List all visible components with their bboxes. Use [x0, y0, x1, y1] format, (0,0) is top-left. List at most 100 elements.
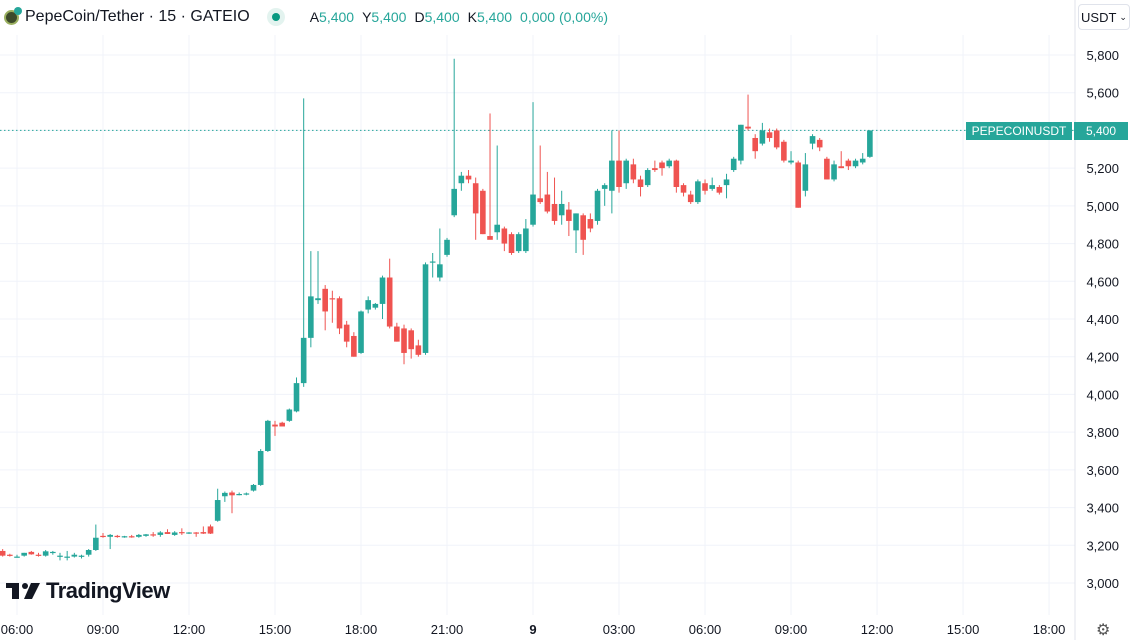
candle-up — [759, 130, 766, 144]
candle-up — [243, 493, 250, 495]
candle-up — [186, 532, 192, 534]
candle-up — [315, 298, 321, 301]
candle-down — [544, 194, 551, 212]
candle-down — [745, 126, 751, 129]
candle-up — [143, 534, 149, 536]
candle-up — [50, 551, 56, 554]
candle-up — [171, 532, 178, 535]
x-tick-label: 06:00 — [689, 622, 722, 637]
tradingview-watermark[interactable]: TradingView — [6, 578, 170, 604]
candle-down — [114, 535, 121, 538]
candle-up — [738, 124, 744, 161]
currency-select[interactable]: USDT ⌄ — [1078, 4, 1130, 30]
candle-up — [609, 160, 615, 191]
candle-down — [680, 185, 687, 193]
y-tick-label: 3,200 — [1086, 538, 1119, 553]
symbol-title[interactable]: PepeCoin/Tether · 15 · GATEIO — [25, 8, 250, 25]
candle-up — [42, 551, 49, 556]
candle-up — [558, 203, 565, 216]
candle-up — [379, 277, 386, 304]
candle-down — [200, 532, 207, 534]
candle-up — [236, 493, 242, 496]
candle-down — [838, 166, 845, 169]
candle-down — [687, 194, 694, 203]
candle-up — [107, 534, 113, 537]
candle-up — [458, 175, 465, 184]
candle-up — [265, 420, 271, 451]
candle-up — [64, 556, 70, 558]
candle-down — [28, 551, 35, 555]
change-value: 0,000 (0,00%) — [520, 9, 608, 25]
candle-down — [587, 219, 594, 229]
y-tick-label: 5,200 — [1086, 161, 1119, 176]
candle-up — [494, 224, 500, 233]
candle-down — [179, 532, 185, 534]
candle-down — [408, 330, 414, 350]
y-tick-label: 4,600 — [1086, 274, 1119, 289]
ohlc-values: A 5,400 Y 5,400 D 5,400 K 5,400 — [302, 9, 512, 25]
candle-down — [824, 158, 830, 180]
y-tick-label: 3,600 — [1086, 463, 1119, 478]
candle-up — [530, 194, 536, 225]
candle-up — [93, 537, 99, 550]
x-tick-label: 15:00 — [259, 622, 292, 637]
x-tick-label: 21:00 — [431, 622, 464, 637]
legend-header: PepeCoin/Tether · 15 · GATEIO A 5,400 Y 5,… — [4, 6, 608, 27]
candle-up — [308, 296, 314, 338]
candle-up — [57, 555, 63, 557]
candle-up — [859, 158, 866, 163]
candle-down — [100, 535, 106, 538]
candle-down — [279, 422, 285, 427]
candle-up — [214, 500, 221, 521]
close-label: K — [467, 9, 477, 25]
candle-down — [401, 328, 407, 353]
candle-down — [272, 424, 278, 427]
candle-up — [809, 136, 816, 144]
x-tick-label: 12:00 — [861, 622, 894, 637]
last-price-tag: 5,400 — [1074, 122, 1128, 140]
x-tick-label: 06:00 — [1, 622, 34, 637]
candle-up — [372, 303, 379, 308]
candle-down — [322, 288, 328, 312]
currency-label: USDT — [1081, 9, 1117, 25]
candle-down — [716, 187, 723, 193]
settings-gear-icon[interactable]: ⚙ — [1096, 622, 1111, 639]
candle-up — [644, 170, 651, 186]
candle-down — [551, 203, 558, 221]
chevron-down-icon: ⌄ — [1119, 11, 1127, 22]
y-tick-label: 5,600 — [1086, 86, 1119, 101]
candle-down — [351, 335, 357, 357]
candle-down — [508, 234, 515, 253]
y-tick-label: 5,800 — [1086, 48, 1119, 63]
x-tick-label: 03:00 — [603, 622, 636, 637]
candle-up — [601, 185, 608, 189]
candle-up — [594, 190, 601, 221]
candle-up — [802, 164, 809, 191]
high-value: 5,400 — [371, 9, 407, 25]
candle-down — [7, 554, 13, 556]
candle-down — [630, 164, 637, 180]
candle-down — [616, 160, 622, 187]
y-tick-label: 4,200 — [1086, 350, 1119, 365]
candle-up — [14, 556, 20, 558]
candle-up — [709, 185, 715, 189]
candle-down — [472, 183, 479, 214]
candle-down — [781, 141, 787, 161]
candle-up — [85, 550, 92, 555]
candle-down — [766, 132, 773, 138]
candle-down — [795, 162, 802, 208]
x-tick-label: 09:00 — [87, 622, 120, 637]
candle-up — [429, 261, 436, 263]
candle-down — [659, 162, 665, 169]
candle-up — [286, 409, 293, 421]
market-status-icon[interactable] — [271, 13, 280, 21]
candle-up — [788, 160, 794, 163]
candle-up — [157, 532, 164, 535]
candle-down — [637, 179, 644, 187]
y-tick-label: 3,800 — [1086, 425, 1119, 440]
close-value: 5,400 — [476, 9, 513, 25]
candle-up — [523, 228, 529, 252]
y-tick-label: 3,000 — [1086, 576, 1119, 591]
candle-down — [752, 137, 759, 152]
